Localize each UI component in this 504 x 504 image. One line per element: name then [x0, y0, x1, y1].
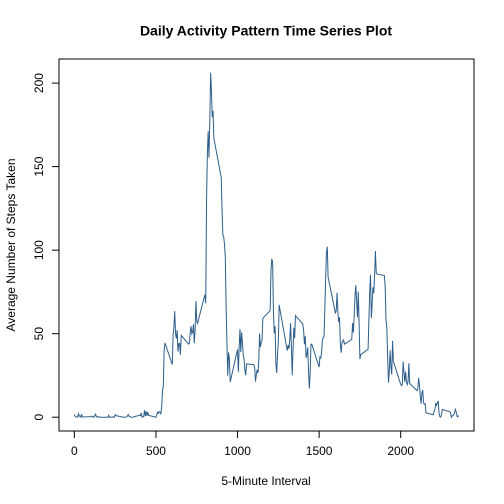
data-line [73, 72, 460, 419]
y-axis-label: Average Number of Steps Taken [4, 159, 18, 332]
x-axis-label: 5-Minute Interval [221, 474, 310, 488]
plot-frame [58, 58, 475, 432]
x-tick-label: 1000 [224, 444, 251, 458]
chart-title: Daily Activity Pattern Time Series Plot [140, 23, 392, 39]
y-tick-label: 100 [32, 240, 46, 260]
y-tick-label: 0 [32, 414, 46, 421]
y-tick-label: 150 [32, 156, 46, 176]
y-tick-label: 200 [32, 73, 46, 93]
x-tick-label: 500 [146, 444, 166, 458]
y-tick-label: 50 [32, 327, 46, 341]
x-tick-label: 1500 [306, 444, 333, 458]
x-tick-label: 0 [71, 444, 78, 458]
x-tick-label: 2000 [387, 444, 414, 458]
